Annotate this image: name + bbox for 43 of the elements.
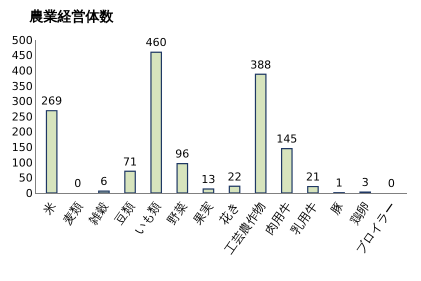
data-label: 3 bbox=[362, 176, 369, 190]
bar bbox=[124, 170, 136, 193]
data-label: 22 bbox=[228, 170, 242, 184]
y-tick-label: 400 bbox=[12, 64, 33, 78]
data-label: 21 bbox=[306, 170, 320, 184]
data-label: 1 bbox=[336, 176, 343, 190]
x-tick-label: 豆類 bbox=[112, 200, 138, 228]
x-tick-label: 豚 bbox=[328, 200, 346, 218]
y-tick-label: 150 bbox=[12, 140, 33, 154]
bar bbox=[307, 186, 319, 193]
x-tick-label: 鶏卵 bbox=[347, 200, 373, 228]
y-tick-label: 450 bbox=[12, 49, 33, 62]
data-label: 0 bbox=[74, 177, 82, 190]
data-label: 460 bbox=[146, 36, 167, 50]
y-tick-label: 500 bbox=[12, 34, 33, 47]
bar bbox=[280, 148, 293, 193]
y-tick-label: 250 bbox=[12, 110, 33, 124]
x-tick-label: 野菜 bbox=[164, 200, 190, 228]
chart-title: 農業経営体数 bbox=[28, 9, 114, 26]
y-tick-label: 300 bbox=[12, 95, 33, 108]
y-tick-label: 50 bbox=[18, 172, 33, 185]
bar bbox=[254, 74, 267, 193]
data-label: 71 bbox=[123, 155, 138, 168]
data-label: 6 bbox=[100, 175, 108, 188]
x-tick-label: 麦類 bbox=[60, 200, 86, 228]
data-label: 145 bbox=[276, 132, 298, 146]
y-tick-label: 200 bbox=[12, 126, 33, 139]
bar bbox=[150, 52, 162, 193]
data-label: 96 bbox=[175, 148, 190, 161]
bar bbox=[176, 163, 188, 193]
y-tick-label: 0 bbox=[26, 186, 33, 200]
data-label: 269 bbox=[41, 94, 62, 108]
y-tick-label: 350 bbox=[12, 80, 33, 93]
bar bbox=[202, 188, 214, 193]
data-label: 388 bbox=[250, 58, 272, 72]
x-tick-label: 雑穀 bbox=[86, 200, 112, 228]
data-label: 0 bbox=[388, 177, 395, 190]
x-tick-label: 米 bbox=[40, 200, 60, 218]
bar bbox=[228, 186, 240, 193]
x-tick-label: 果実 bbox=[190, 200, 216, 228]
y-tick-label: 100 bbox=[12, 156, 33, 170]
bar bbox=[46, 110, 58, 193]
data-label: 13 bbox=[201, 173, 216, 186]
